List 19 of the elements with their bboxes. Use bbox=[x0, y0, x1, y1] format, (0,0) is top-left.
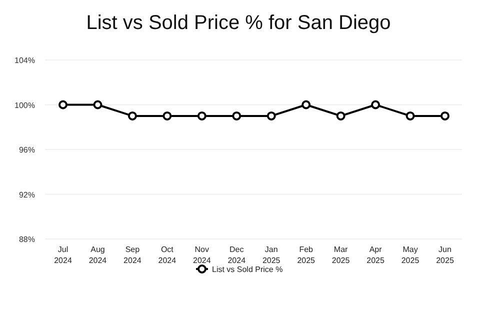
x-tick-label: Apr 2025 bbox=[366, 245, 385, 265]
y-tick-label: 92% bbox=[18, 190, 35, 200]
x-tick-label: Mar 2025 bbox=[332, 245, 350, 265]
x-tick-label: May 2025 bbox=[401, 245, 420, 265]
y-tick-label: 104% bbox=[14, 56, 35, 65]
legend-label: List vs Sold Price % bbox=[212, 265, 283, 274]
y-tick-label: 100% bbox=[14, 100, 35, 110]
x-tick-label: Nov 2024 bbox=[193, 245, 212, 265]
x-tick-label: Sep 2024 bbox=[124, 245, 142, 265]
x-tick-label: Jun 2025 bbox=[436, 245, 454, 265]
x-tick-label: Jan 2025 bbox=[262, 245, 281, 265]
chart-title: List vs Sold Price % for San Diego bbox=[86, 12, 391, 34]
x-tick-label: Oct 2024 bbox=[158, 245, 177, 265]
x-tick-label: Feb 2025 bbox=[297, 245, 316, 265]
x-tick-label: Aug 2024 bbox=[88, 245, 108, 265]
x-tick-label: Jul 2024 bbox=[54, 245, 72, 265]
x-tick-label: Dec 2024 bbox=[228, 245, 246, 265]
y-tick-label: 88% bbox=[18, 235, 35, 244]
y-tick-label: 96% bbox=[18, 146, 35, 154]
